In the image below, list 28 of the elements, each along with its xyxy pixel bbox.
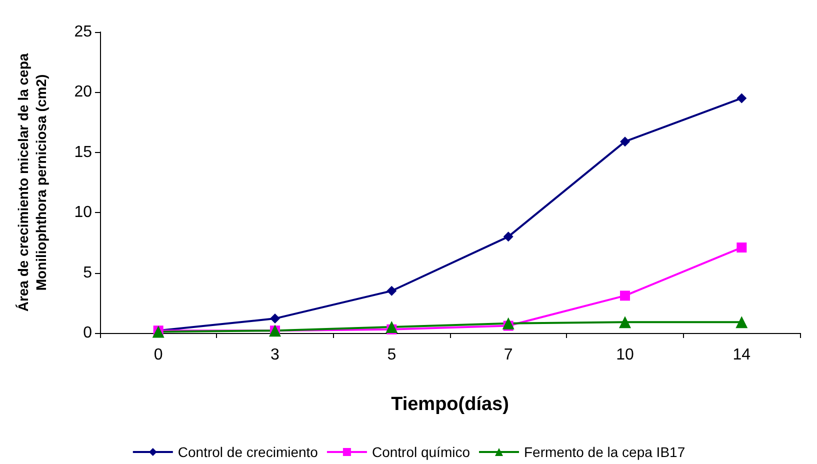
point	[503, 232, 514, 242]
point	[270, 314, 280, 324]
legend-label: Control de crecimiento	[178, 444, 318, 460]
y-tick-label: 15	[74, 144, 92, 161]
point	[619, 316, 631, 328]
y-tick-label: 10	[74, 204, 92, 222]
x-tick-label: 7	[504, 346, 513, 364]
y-tick-label: 5	[83, 264, 92, 282]
point	[620, 136, 630, 147]
y-axis-title: Área de crecimiento micelar de la cepa Moniliophthora perniciosa (cm2)	[15, 53, 49, 312]
x-tick-label: 10	[616, 346, 634, 364]
y-tick-label: 0	[83, 324, 92, 342]
point	[736, 242, 747, 253]
point	[386, 320, 398, 333]
point	[736, 316, 748, 328]
legend-label: Fermento de la cepa IB17	[524, 444, 686, 460]
y-tick-label: 20	[74, 84, 92, 101]
y-tick-label: 25	[74, 24, 92, 40]
point	[502, 317, 514, 330]
x-tick-label: 3	[270, 346, 280, 364]
point	[386, 286, 397, 296]
x-tick-label: 0	[154, 346, 163, 364]
legend-label: Control químico	[372, 444, 470, 460]
x-tick-label: 5	[387, 346, 396, 364]
point	[620, 290, 630, 301]
x-axis-title: Tiempo(días)	[391, 394, 509, 415]
x-tick-label: 14	[732, 346, 751, 364]
point	[736, 93, 747, 104]
